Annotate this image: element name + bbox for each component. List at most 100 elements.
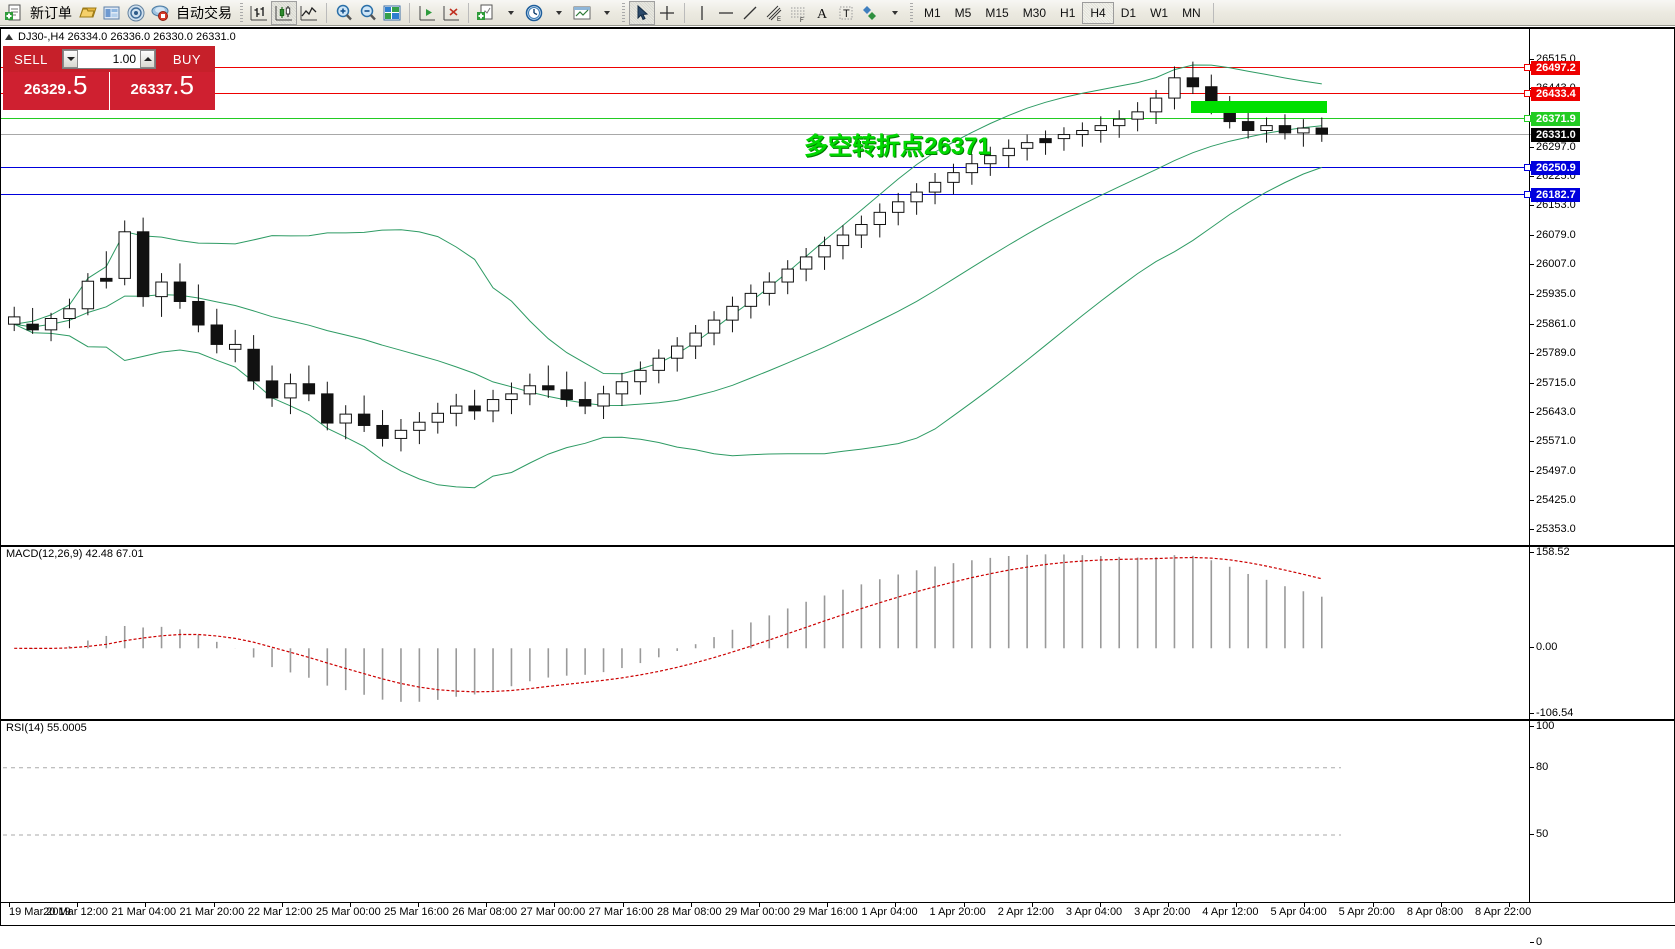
timeframe-m5[interactable]: M5 [954, 5, 972, 20]
price-level-handle[interactable] [1524, 163, 1531, 171]
price-level-badge-support[interactable]: 26182.7 [1531, 188, 1580, 203]
timeframe-h1[interactable]: H1 [1060, 5, 1076, 20]
one-click-trading-panel[interactable]: SELL 1.00 BUY 26329 .5 26337 .5 [3, 46, 215, 110]
price-level-badge-resistance[interactable]: 26497.2 [1531, 60, 1580, 75]
auto-scroll-icon[interactable] [439, 1, 463, 25]
folder-icon[interactable] [76, 1, 100, 25]
price-axis[interactable]: 26515.026443.026371.026297.026225.026153… [1529, 29, 1674, 948]
buy-price-fraction: .5 [172, 70, 194, 100]
chart-window[interactable]: DJ30-,H4 26334.0 26336.0 26330.0 26331.0… [0, 27, 1675, 948]
signals-icon[interactable] [124, 1, 148, 25]
period-dropdown-icon[interactable] [546, 1, 570, 25]
vline-icon[interactable] [690, 1, 714, 25]
macd-pane-separator[interactable] [1, 545, 1674, 547]
time-tick-label: 22 Mar 12:00 [247, 906, 313, 918]
candle-body [100, 277, 113, 282]
candle-body [652, 357, 666, 371]
time-tick-mark [418, 903, 420, 907]
candle-body [394, 429, 408, 439]
rsi-pane-separator[interactable] [1, 719, 1674, 721]
data-window-icon[interactable] [380, 1, 404, 25]
time-tick-mark [77, 903, 79, 907]
price-level-line-last-price[interactable] [1, 134, 1533, 136]
candlestick-icon[interactable] [271, 0, 297, 25]
price-level-badge-support[interactable]: 26250.9 [1531, 160, 1580, 175]
collapse-icon[interactable] [5, 33, 13, 40]
sell-button[interactable]: SELL [14, 51, 48, 67]
auto-trading-label[interactable]: 自动交易 [176, 4, 232, 21]
profile-icon[interactable] [100, 1, 124, 25]
cursor-icon[interactable] [629, 0, 655, 25]
price-tick: 25715.0 [1530, 377, 1576, 389]
text-label-icon[interactable]: T [834, 1, 858, 25]
price-level-line-support[interactable] [1, 166, 1533, 168]
price-level-line-pivot[interactable] [1, 117, 1533, 119]
add-indicator-dropdown-icon[interactable] [498, 1, 522, 25]
new-order-icon[interactable] [2, 1, 26, 25]
text-icon[interactable]: A [810, 1, 834, 25]
time-tick-mark [554, 903, 556, 907]
equidistant-channel-icon[interactable]: E [762, 1, 786, 25]
volume-decrement-button[interactable] [63, 50, 78, 68]
price-level-badge-pivot[interactable]: 26371.9 [1531, 111, 1580, 126]
timeframe-mn[interactable]: MN [1182, 5, 1201, 20]
chart-annotation-label[interactable]: 多空转折点26371 [804, 133, 991, 160]
price-level-badge-resistance[interactable]: 26433.4 [1531, 86, 1580, 101]
candle-body [431, 412, 445, 423]
timeframe-h4[interactable]: H4 [1082, 1, 1114, 24]
templates-dropdown-icon[interactable] [594, 1, 618, 25]
timeframe-m1[interactable]: M1 [924, 5, 941, 20]
trendline-icon[interactable] [738, 1, 762, 25]
zoom-out-icon[interactable] [356, 1, 380, 25]
bar-chart-icon[interactable] [247, 1, 271, 25]
hline-icon[interactable] [714, 1, 738, 25]
chart-shift-icon[interactable] [415, 1, 439, 25]
time-axis[interactable]: 19 Mar 2019 20 Mar 12:00 21 Mar 04:00 21 Ma… [1, 902, 1675, 925]
price-level-handle[interactable] [1524, 114, 1531, 122]
buy-price[interactable]: 26337 .5 [109, 70, 215, 110]
candle-body [726, 305, 739, 321]
candle-body [210, 324, 224, 345]
candle-body [339, 413, 352, 424]
zoom-in-icon[interactable] [332, 1, 356, 25]
templates-icon[interactable] [570, 1, 594, 25]
price-level-handle[interactable] [1524, 89, 1531, 97]
timeframe-w1[interactable]: W1 [1150, 5, 1169, 20]
new-order-label[interactable]: 新订单 [30, 4, 72, 21]
sell-price[interactable]: 26329 .5 [3, 72, 110, 110]
time-tick-mark [486, 903, 488, 907]
price-tick: 26153.0 [1530, 199, 1576, 211]
volume-stepper[interactable]: 1.00 [62, 49, 156, 69]
autotrading-icon[interactable] [148, 1, 172, 25]
price-level-handle[interactable] [1524, 191, 1531, 199]
time-tick-mark [1440, 903, 1442, 907]
add-indicator-icon[interactable] [474, 1, 498, 25]
price-level-line-resistance[interactable] [1, 66, 1533, 68]
timeframe-m15[interactable]: M15 [985, 5, 1009, 20]
bollinger-band-line [14, 64, 1322, 375]
price-level-line-support[interactable] [1, 194, 1533, 196]
chart-canvas[interactable] [1, 29, 1530, 925]
pivot-zone-rectangle[interactable] [1191, 101, 1327, 113]
period-icon[interactable] [522, 1, 546, 25]
buy-button[interactable]: BUY [172, 51, 202, 67]
candle-body [1076, 129, 1089, 136]
price-level-badge-last-price[interactable]: 26331.0 [1531, 128, 1580, 143]
line-chart-icon[interactable] [297, 1, 321, 25]
price-tick: 26079.0 [1530, 229, 1576, 241]
candle-body [818, 245, 831, 258]
shapes-dropdown-icon[interactable] [882, 1, 906, 25]
candle-body [763, 281, 776, 294]
volume-value[interactable]: 1.00 [112, 52, 136, 66]
timeframe-m30[interactable]: M30 [1022, 5, 1047, 20]
candle-body [376, 424, 389, 439]
timeframe-d1[interactable]: D1 [1120, 5, 1137, 20]
fibonacci-icon[interactable]: F [786, 1, 810, 25]
price-level-handle[interactable] [1524, 63, 1531, 71]
volume-increment-button[interactable] [140, 50, 155, 68]
shapes-icon[interactable] [858, 1, 882, 25]
time-tick-label: 21 Mar 04:00 [111, 906, 177, 918]
price-level-line-resistance[interactable] [1, 92, 1533, 94]
time-tick-mark [1372, 903, 1374, 907]
crosshair-icon[interactable] [655, 1, 679, 25]
